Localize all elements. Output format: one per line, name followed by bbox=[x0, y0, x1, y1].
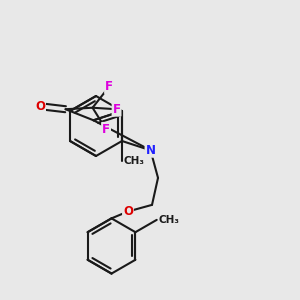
Text: F: F bbox=[112, 103, 121, 116]
Text: N: N bbox=[146, 144, 155, 157]
Text: CH₃: CH₃ bbox=[158, 215, 179, 225]
Text: F: F bbox=[105, 80, 113, 93]
Text: F: F bbox=[102, 123, 110, 136]
Text: O: O bbox=[35, 100, 45, 113]
Text: CH₃: CH₃ bbox=[124, 156, 145, 166]
Text: O: O bbox=[123, 205, 133, 218]
